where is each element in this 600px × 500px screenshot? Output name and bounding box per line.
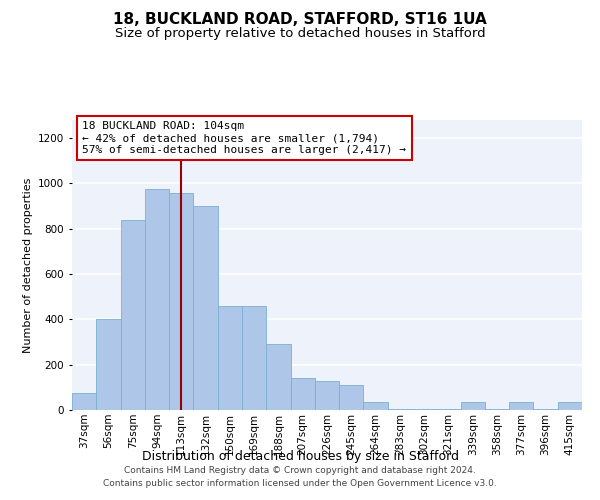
Bar [485, 409, 509, 410]
Text: Distribution of detached houses by size in Stafford: Distribution of detached houses by size … [142, 450, 458, 463]
Bar [72, 393, 96, 410]
Bar [96, 320, 121, 410]
Bar [339, 385, 364, 410]
Bar [218, 306, 242, 410]
Bar [242, 306, 266, 410]
Bar [290, 378, 315, 410]
Bar [388, 409, 412, 410]
Text: 18 BUCKLAND ROAD: 104sqm
← 42% of detached houses are smaller (1,794)
57% of sem: 18 BUCKLAND ROAD: 104sqm ← 42% of detach… [82, 122, 406, 154]
Bar [364, 402, 388, 410]
Bar [412, 409, 436, 410]
Y-axis label: Number of detached properties: Number of detached properties [23, 178, 32, 352]
Bar [315, 380, 339, 410]
Text: Contains HM Land Registry data © Crown copyright and database right 2024.
Contai: Contains HM Land Registry data © Crown c… [103, 466, 497, 487]
Bar [533, 409, 558, 410]
Bar [145, 189, 169, 410]
Bar [461, 402, 485, 410]
Bar [266, 344, 290, 410]
Bar [509, 402, 533, 410]
Bar [193, 206, 218, 410]
Bar [558, 402, 582, 410]
Bar [436, 409, 461, 410]
Bar [169, 192, 193, 410]
Bar [121, 220, 145, 410]
Text: Size of property relative to detached houses in Stafford: Size of property relative to detached ho… [115, 28, 485, 40]
Text: 18, BUCKLAND ROAD, STAFFORD, ST16 1UA: 18, BUCKLAND ROAD, STAFFORD, ST16 1UA [113, 12, 487, 28]
